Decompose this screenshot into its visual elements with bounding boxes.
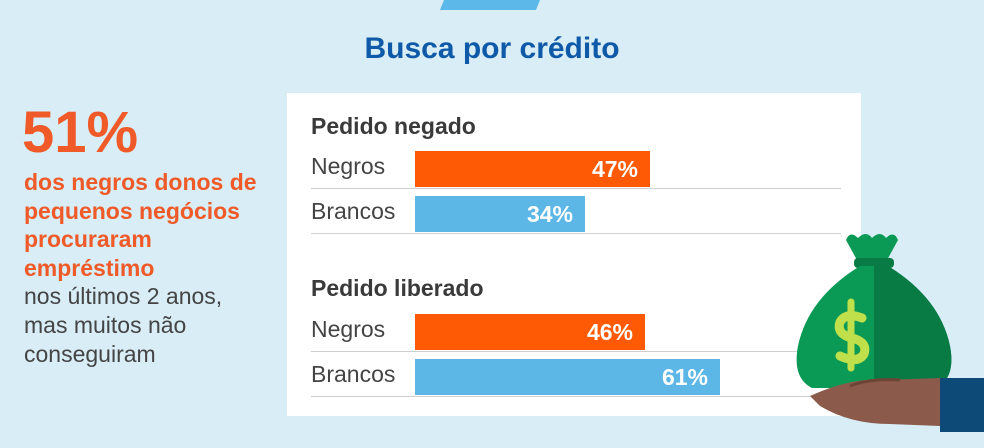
bar-category-label: Brancos bbox=[311, 198, 396, 224]
stat-rest-line: mas muitos não bbox=[24, 311, 187, 338]
stat-description: dos negros donos de pequenos negócios pr… bbox=[24, 168, 294, 368]
bar-row-negado-brancos: Brancos 34% bbox=[311, 190, 841, 234]
stat-highlight-line: pequenos negócios bbox=[24, 197, 240, 224]
top-accent-shape bbox=[440, 0, 540, 10]
stat-highlight-line: empréstimo bbox=[24, 254, 155, 281]
stat-value: 51% bbox=[22, 100, 139, 165]
bar-value-label: 47% bbox=[591, 156, 638, 182]
chart-panel: Pedido negado Negros 47% Brancos 34% Ped… bbox=[287, 93, 861, 416]
bar-category-label: Negros bbox=[311, 153, 386, 179]
bar-category-label: Brancos bbox=[311, 361, 396, 387]
stat-rest-line: nos últimos 2 anos, bbox=[24, 283, 223, 310]
bar-value-label: 34% bbox=[526, 201, 573, 227]
stat-highlight-line: dos negros donos de bbox=[24, 169, 257, 195]
chart-title: Busca por crédito bbox=[364, 32, 620, 65]
stat-highlight-line: procuraram bbox=[24, 226, 152, 253]
bar-row-liberado-negros: Negros 46% bbox=[311, 308, 841, 352]
group-title-negado: Pedido negado bbox=[311, 113, 476, 139]
group-title-liberado: Pedido liberado bbox=[311, 275, 484, 301]
bar-negado-negros: 47% bbox=[415, 151, 650, 187]
money-bag-icon bbox=[796, 234, 952, 388]
bar-liberado-brancos: 61% bbox=[415, 359, 720, 395]
bar-negado-brancos: 34% bbox=[415, 196, 585, 232]
bar-row-negado-negros: Negros 47% bbox=[311, 145, 841, 189]
bar-row-liberado-brancos: Brancos 61% bbox=[311, 353, 841, 397]
bar-liberado-negros: 46% bbox=[415, 314, 645, 350]
money-bag-illustration bbox=[796, 234, 984, 432]
dollar-sign-icon bbox=[834, 298, 870, 372]
stat-rest-line: conseguiram bbox=[24, 340, 156, 367]
bar-value-label: 61% bbox=[661, 364, 708, 390]
bar-value-label: 46% bbox=[586, 319, 633, 345]
hand-icon bbox=[810, 378, 984, 432]
bar-category-label: Negros bbox=[311, 316, 386, 342]
